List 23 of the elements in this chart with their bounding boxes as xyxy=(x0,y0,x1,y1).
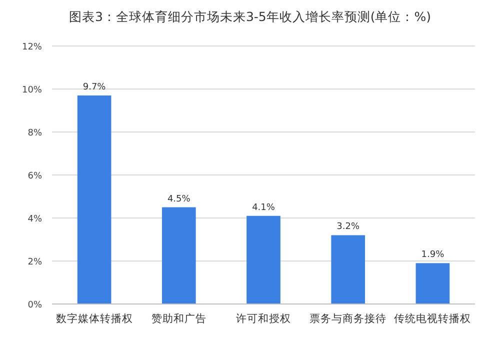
data-label: 9.7% xyxy=(82,82,106,92)
y-tick-label: 8% xyxy=(28,128,42,138)
y-tick-label: 10% xyxy=(22,86,42,96)
x-tick-label: 赞助和广告 xyxy=(151,312,206,325)
bar xyxy=(416,263,450,304)
y-tick-label: 2% xyxy=(28,258,42,268)
chart-title: 图表3：全球体育细分市场未来3-5年收入增长率预测(单位：%) xyxy=(69,9,431,24)
y-tick-label: 4% xyxy=(28,214,42,224)
x-tick-label: 票务与商务接待 xyxy=(310,312,387,325)
x-tick-label: 许可和授权 xyxy=(236,312,291,325)
x-tick-label: 数字媒体转播权 xyxy=(56,312,133,325)
y-tick-label: 12% xyxy=(22,42,42,52)
data-label: 4.1% xyxy=(252,202,276,213)
y-tick-label: 0% xyxy=(28,300,42,310)
data-label: 4.5% xyxy=(167,194,191,204)
data-label: 1.9% xyxy=(421,250,445,260)
x-tick-label: 传统电视转播权 xyxy=(394,312,472,325)
bar xyxy=(162,207,196,304)
bar xyxy=(246,216,280,304)
bar xyxy=(331,235,366,304)
data-label: 3.2% xyxy=(336,222,360,232)
y-tick-label: 6% xyxy=(28,172,42,182)
bar xyxy=(77,95,112,304)
